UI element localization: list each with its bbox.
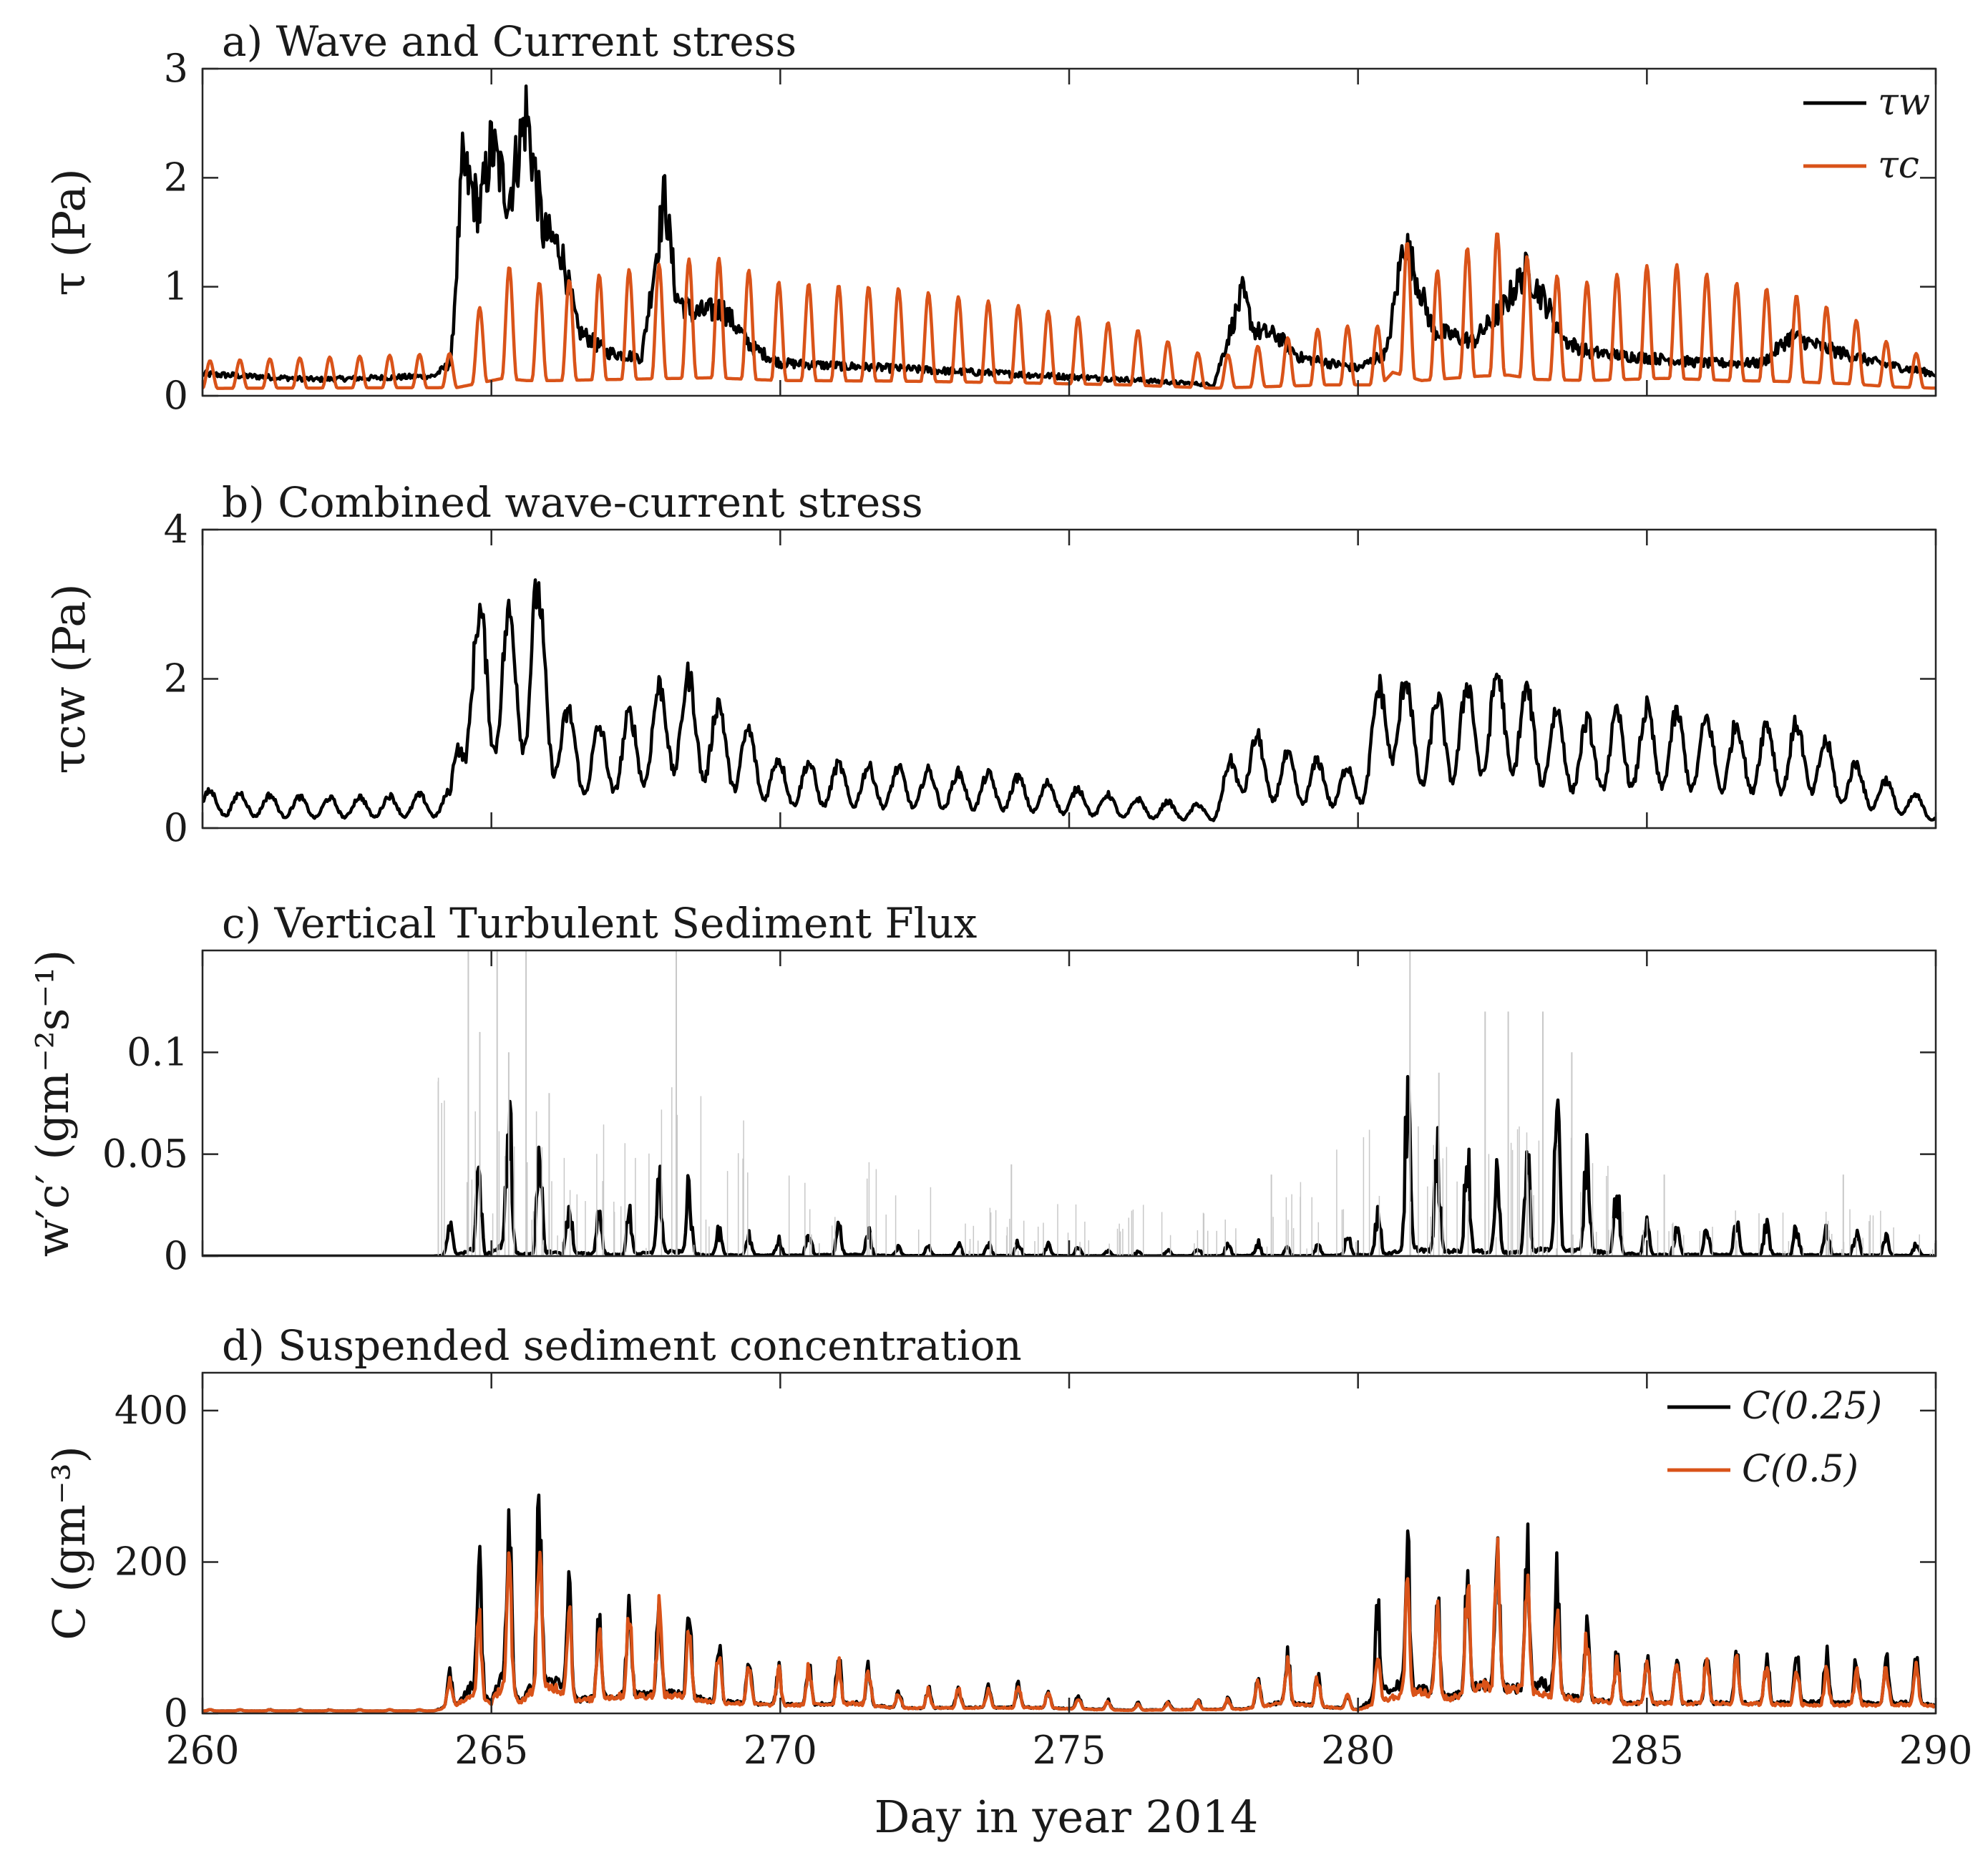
x-tick-label: 290 — [1899, 1728, 1972, 1773]
x-tick-label: 285 — [1610, 1728, 1684, 1773]
y-tick-label: 0 — [164, 1691, 188, 1736]
x-tick-label: 260 — [165, 1728, 239, 1773]
panel-a-ylabel: τ (Pa) — [43, 168, 95, 296]
y-tick-label: 0.1 — [127, 1029, 188, 1074]
y-tick-label: 1 — [164, 264, 188, 309]
legend-label: C(0.25) — [1742, 1385, 1882, 1428]
y-tick-label: 4 — [164, 507, 188, 552]
y-tick-label: 0 — [164, 373, 188, 418]
panel-a-title: a) Wave and Current stress — [222, 17, 796, 66]
panel-d-title: d) Suspended sediment concentration — [222, 1321, 1022, 1370]
y-tick-label: 2 — [164, 155, 188, 200]
panel-a-frame — [201, 67, 1937, 397]
legend-label: C(0.5) — [1742, 1448, 1858, 1491]
legend-label: τc — [1878, 144, 1919, 187]
panel-b-frame — [201, 528, 1937, 830]
y-tick-label: 2 — [164, 656, 188, 701]
y-tick-label: 0 — [164, 805, 188, 850]
panel-c-ylabel: w′c′ (gm⁻²s⁻¹) — [26, 950, 79, 1258]
x-tick-label: 270 — [744, 1728, 817, 1773]
x-tick-label: 280 — [1321, 1728, 1395, 1773]
x-tick-label: 265 — [454, 1728, 528, 1773]
x-axis: Day in year 2014 260 265 270 275 280 285 290 — [165, 1728, 1972, 1843]
y-tick-label: 0.05 — [102, 1132, 188, 1177]
y-tick-label: 0 — [164, 1233, 188, 1278]
panel-c-title: c) Vertical Turbulent Sediment Flux — [222, 899, 977, 948]
panel-c-frame — [201, 949, 1937, 1258]
panel-b-ylabel: τcw (Pa) — [43, 583, 95, 774]
panel-a-series — [203, 84, 1936, 390]
panel-c: c) Vertical Turbulent Sediment Flux 0 0.05… — [26, 899, 1937, 1278]
series-line-b-0 — [203, 578, 1936, 822]
panel-d-ylabel: C (gm⁻³) — [43, 1446, 95, 1640]
panel-d-legend: C(0.25) C(0.5) — [1667, 1385, 1882, 1491]
legend-label: τw — [1878, 81, 1930, 124]
panels: a) Wave and Current stress 0 1 2 3 τ (Pa) τw τc… — [26, 17, 1937, 1736]
panel-b-title: b) Combined wave-current stress — [222, 478, 923, 527]
panel-a-legend: τw τc — [1803, 81, 1930, 187]
panel-d: d) Suspended sediment concentration 0 200 4… — [43, 1321, 1937, 1736]
y-tick-label: 200 — [114, 1539, 188, 1584]
series-line-d-1 — [203, 1537, 1936, 1713]
x-tick-label: 275 — [1032, 1728, 1106, 1773]
x-axis-label: Day in year 2014 — [874, 1791, 1259, 1843]
y-tick-label: 400 — [114, 1388, 188, 1433]
series-line-c-0 — [203, 1074, 1936, 1256]
panel-a: a) Wave and Current stress 0 1 2 3 τ (Pa) τw τc — [43, 17, 1937, 418]
panel-c-series — [203, 950, 1936, 1256]
series-line-a-0 — [203, 84, 1936, 388]
panel-b-series — [203, 578, 1936, 822]
panel-d-series — [203, 1493, 1936, 1713]
panel-b: b) Combined wave-current stress 0 2 4 τcw (P… — [43, 478, 1937, 850]
y-tick-label: 3 — [164, 46, 188, 91]
